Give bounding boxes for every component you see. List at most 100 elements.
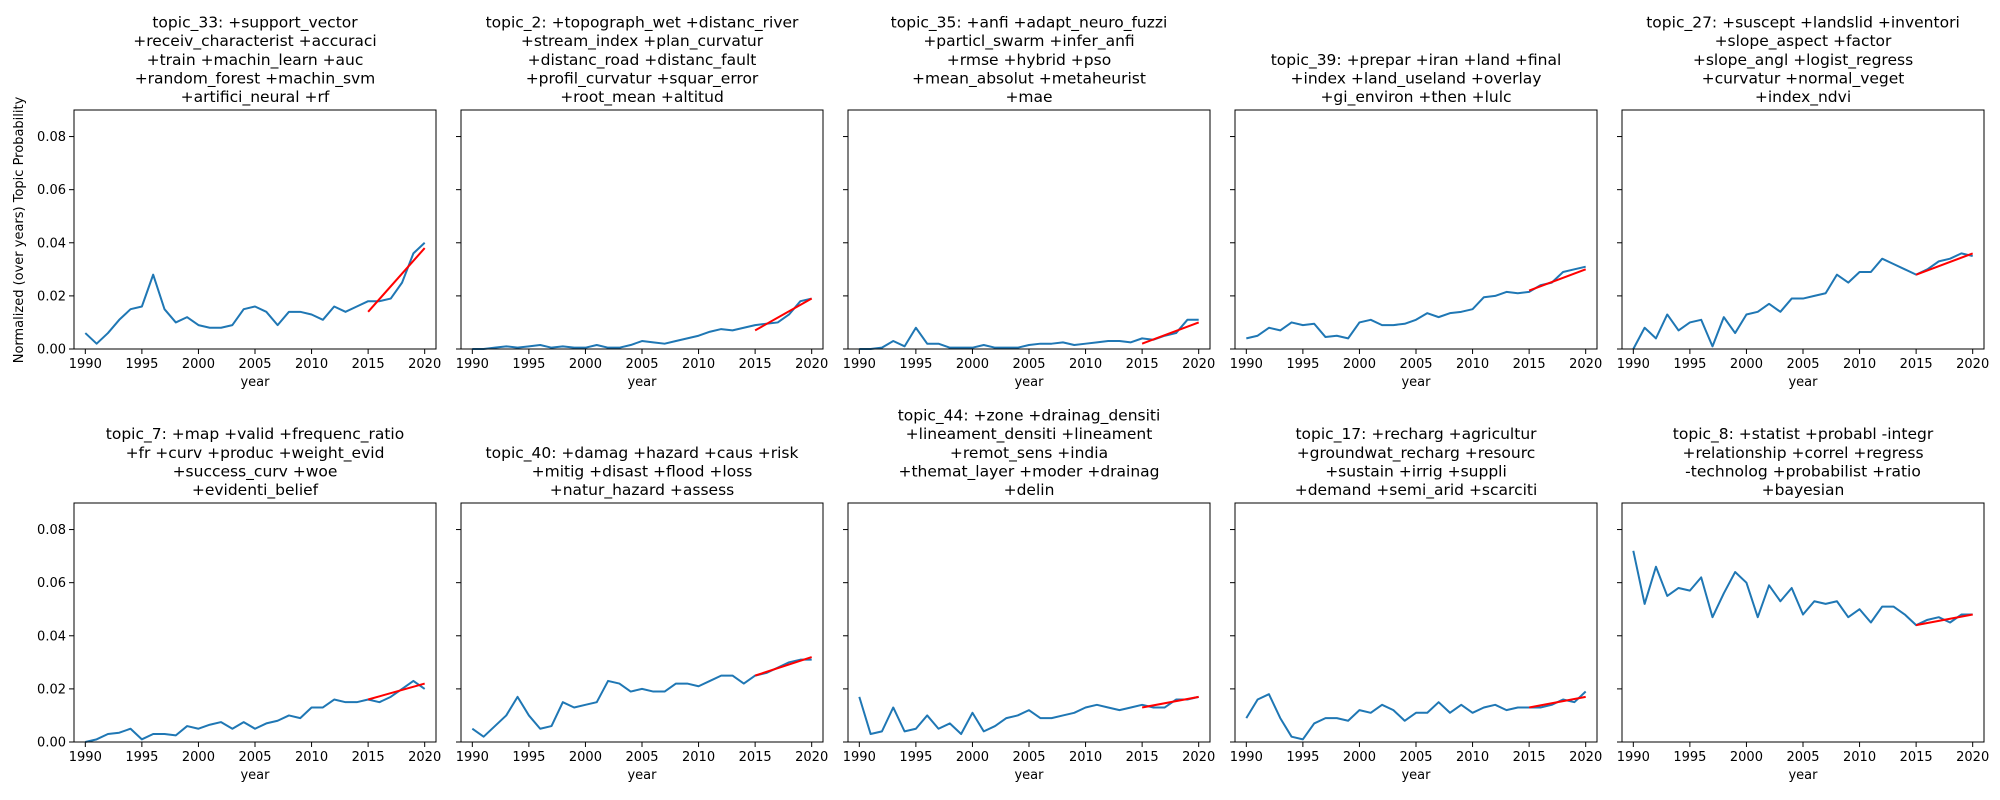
y-tick-label: 0.02	[37, 682, 66, 697]
x-tick-label: 2020	[1956, 750, 1989, 765]
x-tick-label: 1990	[456, 357, 489, 372]
x-tick-label: 2020	[1182, 357, 1215, 372]
x-tick-label: 2005	[625, 357, 658, 372]
y-tick-label: 0.08	[37, 523, 66, 538]
subplot-title: +particl_swarm +infer_anfi	[923, 32, 1134, 51]
subplot-title: +rmse +hybrid +pso	[947, 51, 1111, 69]
y-tick-label: 0.06	[37, 183, 66, 198]
x-axis-label: year	[1014, 375, 1044, 390]
subplot-5: topic_27: +suscept +landslid +inventori+…	[1617, 14, 1989, 390]
plot-frame	[460, 502, 824, 743]
x-tick-label: 1990	[1230, 357, 1263, 372]
x-tick-label: 2020	[408, 357, 441, 372]
x-tick-label: 2010	[1456, 750, 1489, 765]
subplot-2: topic_2: +topograph_wet +distanc_river+s…	[456, 14, 828, 390]
subplot-9: topic_17: +recharg +agricultur+groundwat…	[1230, 425, 1602, 783]
x-tick-label: 2000	[1343, 357, 1376, 372]
subplot-title: topic_44: +zone +drainag_densiti	[898, 407, 1161, 426]
x-tick-label: 1990	[69, 357, 102, 372]
x-tick-label: 2010	[295, 357, 328, 372]
series-line	[85, 679, 426, 743]
x-axis-label: year	[1014, 768, 1044, 783]
x-tick-label: 2000	[1730, 750, 1763, 765]
subplot-title: +lineament_densiti +lineament	[906, 425, 1153, 444]
x-axis-label: year	[1788, 375, 1818, 390]
x-tick-label: 2000	[182, 357, 215, 372]
trend-line	[754, 656, 813, 677]
x-tick-label: 2010	[1069, 357, 1102, 372]
x-tick-label: 2005	[1399, 750, 1432, 765]
subplot-title: +slope_angl +logist_regress	[1693, 51, 1913, 70]
subplot-title: +index_ndvi	[1755, 88, 1851, 107]
subplot-title: +sustain +irrig +suppli	[1325, 462, 1507, 480]
subplot-6: topic_7: +map +valid +frequenc_ratio+fr …	[37, 425, 441, 783]
x-tick-label: 2015	[352, 750, 385, 765]
x-tick-label: 2000	[569, 357, 602, 372]
subplot-title: +mae	[1005, 88, 1052, 106]
subplot-title: +random_forest +machin_svm	[135, 69, 376, 88]
x-tick-label: 2000	[182, 750, 215, 765]
x-tick-label: 2020	[795, 357, 828, 372]
subplot-1: topic_33: +support_vector+receiv_charact…	[37, 14, 441, 390]
x-tick-label: 2010	[1843, 357, 1876, 372]
subplot-title: topic_17: +recharg +agricultur	[1295, 425, 1537, 444]
subplot-3: topic_35: +anfi +adapt_neuro_fuzzi+parti…	[843, 14, 1215, 390]
series-line	[1632, 252, 1973, 350]
series-line	[1246, 265, 1586, 340]
x-tick-label: 2015	[352, 357, 385, 372]
subplot-title: topic_8: +statist +probabl -integr	[1673, 425, 1934, 444]
subplot-title: topic_40: +damag +hazard +caus +risk	[486, 444, 799, 463]
x-tick-label: 1990	[1617, 750, 1650, 765]
subplot-title: +demand +semi_arid +scarciti	[1295, 481, 1538, 500]
x-tick-label: 2020	[1182, 750, 1215, 765]
series-line	[859, 318, 1199, 350]
trend-line	[1915, 252, 1974, 276]
subplot-title: +groundwat_recharg +resourc	[1297, 444, 1536, 463]
x-tick-label: 1990	[843, 357, 876, 372]
subplot-4: topic_39: +prepar +iran +land +final+ind…	[1230, 51, 1602, 390]
x-tick-label: 2010	[1456, 357, 1489, 372]
subplot-title: +evidenti_belief	[192, 481, 319, 500]
subplot-title: -technolog +probabilist +ratio	[1685, 462, 1921, 480]
series-line	[858, 695, 1199, 736]
subplot-title: topic_7: +map +valid +frequenc_ratio	[106, 425, 404, 444]
x-tick-label: 1990	[1230, 750, 1263, 765]
x-tick-label: 2015	[1126, 357, 1159, 372]
series-line	[472, 297, 812, 350]
x-tick-label: 2005	[1012, 357, 1045, 372]
x-tick-label: 2005	[1012, 750, 1045, 765]
x-tick-label: 2015	[739, 357, 772, 372]
x-tick-label: 2020	[1569, 357, 1602, 372]
x-tick-label: 2015	[1900, 357, 1933, 372]
trend-line	[1915, 613, 1973, 627]
trend-line	[367, 682, 425, 701]
x-tick-label: 2005	[625, 750, 658, 765]
x-tick-label: 2020	[1956, 357, 1989, 372]
plot-frame	[1234, 502, 1598, 743]
subplot-title: topic_33: +support_vector	[152, 14, 358, 33]
subplot-8: topic_44: +zone +drainag_densiti+lineame…	[843, 407, 1215, 783]
plot-frame	[847, 502, 1211, 743]
subplot-title: +fr +curv +produc +weight_evid	[126, 444, 385, 463]
x-tick-label: 2015	[1126, 750, 1159, 765]
plot-frame	[460, 109, 824, 350]
x-tick-label: 2020	[1569, 750, 1602, 765]
subplot-title: +train +machin_learn +auc	[147, 51, 364, 70]
y-tick-label: 0.08	[37, 130, 66, 145]
subplot-title: +artifici_neural +rf	[181, 88, 330, 107]
subplot-7: topic_40: +damag +hazard +caus +risk+mit…	[456, 444, 828, 783]
subplot-title: +gi_environ +then +lulc	[1320, 88, 1511, 107]
plot-frame	[847, 109, 1211, 350]
x-axis-label: year	[1401, 768, 1431, 783]
x-tick-label: 1995	[1286, 750, 1319, 765]
x-tick-label: 1990	[843, 750, 876, 765]
x-tick-label: 2015	[1513, 357, 1546, 372]
plot-frame	[1234, 109, 1598, 350]
subplot-title: +natur_hazard +assess	[550, 481, 734, 500]
x-tick-label: 1995	[1286, 357, 1319, 372]
y-tick-label: 0.06	[37, 576, 66, 591]
x-tick-label: 1995	[125, 750, 158, 765]
x-tick-label: 2015	[739, 750, 772, 765]
plot-frame	[1621, 109, 1985, 350]
